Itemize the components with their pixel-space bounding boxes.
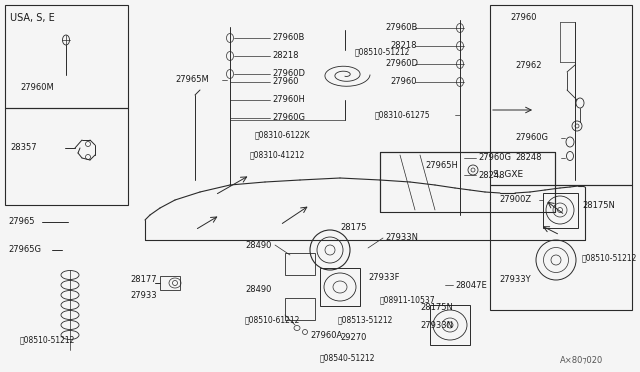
Text: 27965H: 27965H bbox=[425, 160, 458, 170]
Bar bbox=[543, 193, 578, 228]
Text: 29270: 29270 bbox=[340, 334, 366, 343]
Text: 28248: 28248 bbox=[515, 154, 541, 163]
Text: 27960G: 27960G bbox=[272, 113, 305, 122]
Text: A×80⁊020: A×80⁊020 bbox=[560, 356, 604, 365]
Text: 27933Y: 27933Y bbox=[499, 276, 531, 285]
Text: Ⓝ08510-61212: Ⓝ08510-61212 bbox=[245, 315, 300, 324]
Text: 27933: 27933 bbox=[130, 291, 157, 299]
Text: 28177: 28177 bbox=[130, 276, 157, 285]
Text: 28175N: 28175N bbox=[420, 304, 453, 312]
Text: Ⓝ08911-10537: Ⓝ08911-10537 bbox=[380, 295, 436, 305]
Text: Ⓝ08510-51212: Ⓝ08510-51212 bbox=[20, 336, 76, 344]
Text: Ⓝ08310-61275: Ⓝ08310-61275 bbox=[375, 110, 431, 119]
Text: 27960: 27960 bbox=[390, 77, 417, 87]
Bar bbox=[285, 253, 315, 275]
Bar bbox=[5, 108, 128, 205]
Bar bbox=[490, 185, 632, 310]
Bar bbox=[5, 5, 128, 108]
Text: Ⓝ08510-51212: Ⓝ08510-51212 bbox=[582, 253, 637, 263]
Text: 28175N: 28175N bbox=[582, 201, 615, 209]
Bar bbox=[380, 152, 555, 212]
Bar bbox=[160, 276, 180, 290]
Text: S, GXE: S, GXE bbox=[493, 170, 523, 180]
Text: 27960A: 27960A bbox=[310, 330, 342, 340]
Text: 27900Z: 27900Z bbox=[499, 196, 531, 205]
Text: 28248: 28248 bbox=[478, 170, 504, 180]
Text: 27933N: 27933N bbox=[420, 321, 453, 330]
Text: 28218: 28218 bbox=[390, 42, 417, 51]
Bar bbox=[490, 5, 632, 185]
Text: 27965M: 27965M bbox=[175, 76, 209, 84]
Text: 27960G: 27960G bbox=[515, 134, 548, 142]
Text: Ⓝ08310-41212: Ⓝ08310-41212 bbox=[250, 151, 305, 160]
Text: 28490: 28490 bbox=[245, 285, 271, 295]
Text: Ⓝ08540-51212: Ⓝ08540-51212 bbox=[320, 353, 376, 362]
Text: 27960M: 27960M bbox=[20, 83, 54, 93]
Text: 27960D: 27960D bbox=[385, 60, 418, 68]
Text: 28047E: 28047E bbox=[455, 280, 487, 289]
Text: 27960B: 27960B bbox=[272, 33, 305, 42]
Text: 27933N: 27933N bbox=[385, 234, 418, 243]
Text: 27960G: 27960G bbox=[478, 154, 511, 163]
Text: 27960H: 27960H bbox=[272, 96, 305, 105]
Text: 27960: 27960 bbox=[272, 77, 298, 87]
Text: 28175: 28175 bbox=[340, 224, 367, 232]
Text: 27960: 27960 bbox=[510, 13, 536, 22]
Text: 27965: 27965 bbox=[8, 218, 35, 227]
Text: Ⓝ08310-6122K: Ⓝ08310-6122K bbox=[255, 131, 310, 140]
Text: 28490: 28490 bbox=[245, 241, 271, 250]
Bar bbox=[320, 268, 360, 306]
Text: 27960D: 27960D bbox=[272, 70, 305, 78]
Text: USA, S, E: USA, S, E bbox=[10, 13, 55, 23]
Text: 27962: 27962 bbox=[515, 61, 541, 70]
Text: 27933F: 27933F bbox=[368, 273, 399, 282]
Bar bbox=[285, 298, 315, 320]
Text: Ⓝ08513-51212: Ⓝ08513-51212 bbox=[338, 315, 394, 324]
Bar bbox=[430, 305, 470, 345]
Text: Ⓝ08510-51212: Ⓝ08510-51212 bbox=[355, 48, 410, 57]
Text: 27965G: 27965G bbox=[8, 246, 41, 254]
Text: 27960B: 27960B bbox=[385, 23, 417, 32]
Text: 28218: 28218 bbox=[272, 51, 298, 61]
Text: 28357: 28357 bbox=[10, 144, 36, 153]
